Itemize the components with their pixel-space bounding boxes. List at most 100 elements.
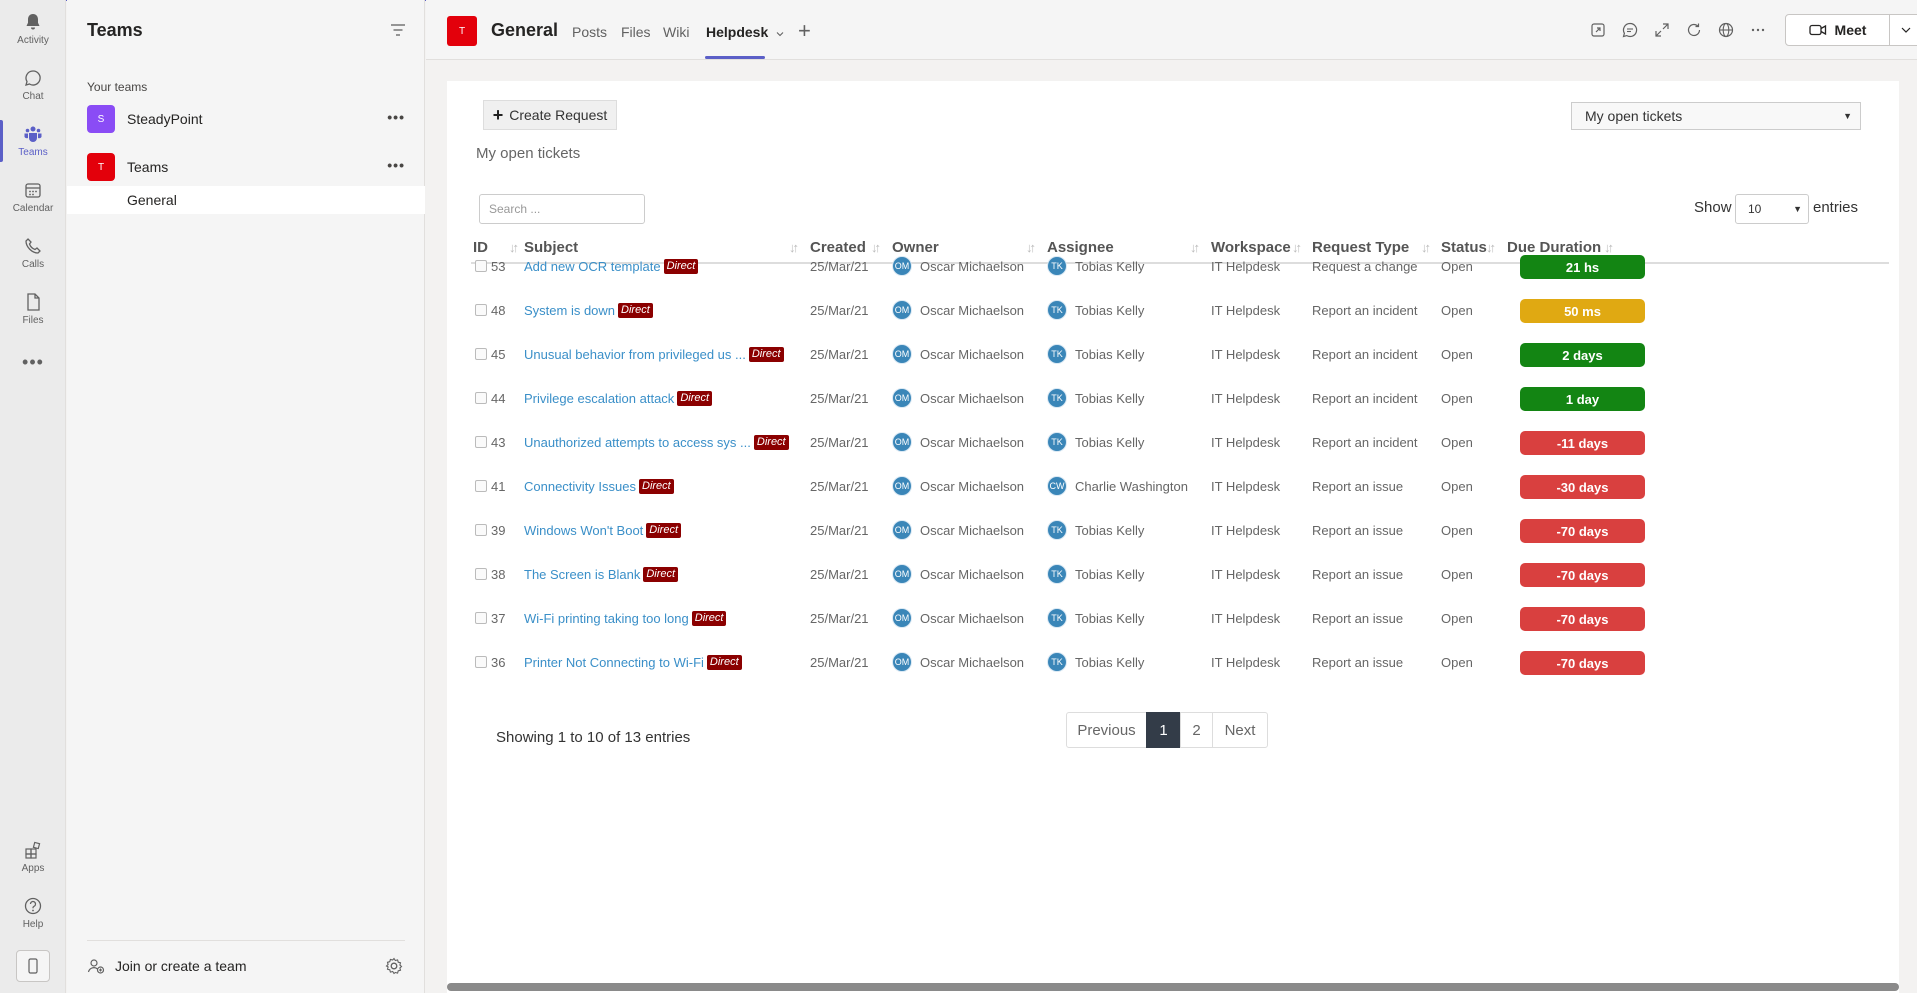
row-checkbox[interactable] bbox=[475, 656, 487, 668]
rail-item-calendar[interactable]: Calendar bbox=[0, 170, 66, 224]
column-header-assignee[interactable]: Assignee bbox=[1047, 238, 1114, 256]
page-2-button[interactable]: 2 bbox=[1180, 712, 1213, 748]
direct-badge: Direct bbox=[646, 522, 682, 538]
column-header-due-duration[interactable]: Due Duration bbox=[1507, 238, 1602, 256]
next-page-button[interactable]: Next bbox=[1212, 712, 1268, 748]
conversation-icon[interactable] bbox=[1621, 21, 1639, 39]
ticket-assignee: TK Tobias Kelly bbox=[1047, 332, 1144, 376]
ticket-subject-link[interactable]: Unusual behavior from privileged us ... bbox=[524, 346, 746, 362]
column-header-subject[interactable]: Subject bbox=[524, 238, 579, 256]
sort-icon[interactable]: ↓↑ bbox=[1190, 240, 1200, 255]
ticket-subject-link[interactable]: System is down bbox=[524, 302, 616, 318]
ticket-subject-link[interactable]: Privilege escalation attack bbox=[524, 390, 675, 406]
ticket-subject-link[interactable]: Wi-Fi printing taking too long bbox=[524, 610, 689, 626]
page-1-button[interactable]: 1 bbox=[1146, 712, 1181, 748]
more-options-icon[interactable] bbox=[1749, 21, 1767, 39]
rail-item-apps[interactable]: Apps bbox=[0, 830, 66, 884]
sort-icon[interactable]: ↓↑ bbox=[789, 240, 799, 255]
table-row[interactable]: 39 Windows Won't Boot Direct 25/Mar/21 OM Osc… bbox=[471, 508, 1889, 552]
row-checkbox[interactable] bbox=[475, 524, 487, 536]
rail-item-activity[interactable]: Activity bbox=[0, 2, 66, 56]
ticket-workspace: IT Helpdesk bbox=[1211, 390, 1281, 406]
row-checkbox[interactable] bbox=[475, 436, 487, 448]
tab-helpdesk-label: Helpdesk bbox=[706, 24, 769, 40]
row-checkbox[interactable] bbox=[475, 392, 487, 404]
previous-page-button[interactable]: Previous bbox=[1066, 712, 1147, 748]
view-select[interactable]: My open tickets ▼ bbox=[1571, 102, 1861, 130]
tab-helpdesk[interactable]: Helpdesk bbox=[706, 24, 784, 40]
ticket-subject: Unusual behavior from privileged us ... D… bbox=[524, 332, 784, 376]
ticket-subject-link[interactable]: Connectivity Issues bbox=[524, 478, 636, 494]
row-checkbox[interactable] bbox=[475, 348, 487, 360]
column-header-workspace[interactable]: Workspace bbox=[1211, 238, 1291, 256]
filter-icon[interactable] bbox=[389, 22, 407, 38]
table-row[interactable]: 48 System is down Direct 25/Mar/21 OM Oscar M… bbox=[471, 288, 1889, 332]
channel-item-general[interactable]: General bbox=[67, 186, 425, 214]
ticket-created: 25/Mar/21 bbox=[810, 478, 869, 494]
refresh-icon[interactable] bbox=[1685, 21, 1703, 39]
ticket-subject-link[interactable]: Add new OCR template bbox=[524, 258, 661, 274]
ticket-subject-link[interactable]: Printer Not Connecting to Wi-Fi bbox=[524, 654, 704, 670]
meet-dropdown-button[interactable] bbox=[1890, 14, 1917, 46]
sort-icon[interactable]: ↓↑ bbox=[1604, 240, 1614, 255]
rail-item-teams[interactable]: Teams bbox=[0, 114, 66, 168]
rail-item-chat[interactable]: Chat bbox=[0, 58, 66, 112]
team-row-teams[interactable]: T Teams ••• bbox=[67, 149, 425, 185]
sort-icon[interactable]: ↓↑ bbox=[1421, 240, 1431, 255]
popout-icon[interactable] bbox=[1589, 21, 1607, 39]
rail-item-help[interactable]: Help bbox=[0, 886, 66, 940]
create-request-button[interactable]: + Create Request bbox=[483, 100, 617, 130]
sort-icon[interactable]: ↓↑ bbox=[1292, 240, 1302, 255]
horizontal-scrollbar[interactable] bbox=[447, 983, 1899, 991]
table-row[interactable]: 53 Add new OCR template Direct 25/Mar/21 OM O… bbox=[471, 244, 1889, 288]
row-checkbox[interactable] bbox=[475, 480, 487, 492]
column-header-owner[interactable]: Owner bbox=[892, 238, 939, 256]
table-row[interactable]: 43 Unauthorized attempts to access sys ..… bbox=[471, 420, 1889, 464]
table-row[interactable]: 38 The Screen is Blank Direct 25/Mar/21 OM Os… bbox=[471, 552, 1889, 596]
column-header-request-type[interactable]: Request Type bbox=[1312, 238, 1410, 256]
sort-icon[interactable]: ↓↑ bbox=[871, 240, 881, 255]
team-row-steadypoint[interactable]: S SteadyPoint ••• bbox=[67, 101, 425, 137]
ticket-owner: OM Oscar Michaelson bbox=[892, 332, 1024, 376]
team-more-icon[interactable]: ••• bbox=[387, 157, 405, 173]
rail-item-files[interactable]: Files bbox=[0, 282, 66, 336]
table-row[interactable]: 41 Connectivity Issues Direct 25/Mar/21 OM Os… bbox=[471, 464, 1889, 508]
ticket-subject-link[interactable]: Unauthorized attempts to access sys ... bbox=[524, 434, 751, 450]
tab-posts[interactable]: Posts bbox=[572, 24, 608, 40]
table-row[interactable]: 36 Printer Not Connecting to Wi-Fi Direct 2… bbox=[471, 640, 1889, 684]
meet-button[interactable]: Meet bbox=[1785, 14, 1890, 46]
page-size-select[interactable]: 10 ▼ bbox=[1735, 194, 1809, 224]
join-create-team-button[interactable]: Join or create a team bbox=[87, 950, 407, 982]
globe-icon[interactable] bbox=[1717, 21, 1735, 39]
ticket-subject: Printer Not Connecting to Wi-Fi Direct bbox=[524, 640, 742, 684]
ticket-subject: Add new OCR template Direct bbox=[524, 244, 699, 288]
table-row[interactable]: 44 Privilege escalation attack Direct 25/Ma… bbox=[471, 376, 1889, 420]
ticket-request-type: Report an issue bbox=[1312, 610, 1404, 626]
table-row[interactable]: 45 Unusual behavior from privileged us ..… bbox=[471, 332, 1889, 376]
tab-files[interactable]: Files bbox=[621, 24, 651, 40]
search-input[interactable]: Search ... bbox=[479, 194, 645, 224]
row-checkbox[interactable] bbox=[475, 612, 487, 624]
column-header-created[interactable]: Created bbox=[810, 238, 866, 256]
sort-icon[interactable]: ↓↑ bbox=[1486, 240, 1496, 255]
tab-wiki[interactable]: Wiki bbox=[663, 24, 690, 40]
table-row[interactable]: 37 Wi-Fi printing taking too long Direct 25… bbox=[471, 596, 1889, 640]
ticket-owner: OM Oscar Michaelson bbox=[892, 420, 1024, 464]
rail-item-calls[interactable]: Calls bbox=[0, 226, 66, 280]
sort-icon[interactable]: ↓↑ bbox=[509, 240, 519, 255]
gear-icon[interactable] bbox=[384, 956, 404, 976]
row-checkbox[interactable] bbox=[475, 260, 487, 272]
rail-more-icon[interactable]: ••• bbox=[22, 352, 44, 372]
ticket-subject-link[interactable]: The Screen is Blank bbox=[524, 566, 641, 582]
column-header-status[interactable]: Status bbox=[1441, 238, 1487, 256]
team-more-icon[interactable]: ••• bbox=[387, 109, 405, 125]
ticket-owner: OM Oscar Michaelson bbox=[892, 244, 1024, 288]
sort-icon[interactable]: ↓↑ bbox=[1026, 240, 1036, 255]
add-tab-button[interactable]: + bbox=[798, 18, 811, 43]
column-header-id[interactable]: ID bbox=[473, 238, 488, 256]
ticket-subject-link[interactable]: Windows Won't Boot bbox=[524, 522, 644, 538]
mobile-device-button[interactable] bbox=[16, 950, 50, 982]
row-checkbox[interactable] bbox=[475, 568, 487, 580]
expand-icon[interactable] bbox=[1653, 21, 1671, 39]
row-checkbox[interactable] bbox=[475, 304, 487, 316]
